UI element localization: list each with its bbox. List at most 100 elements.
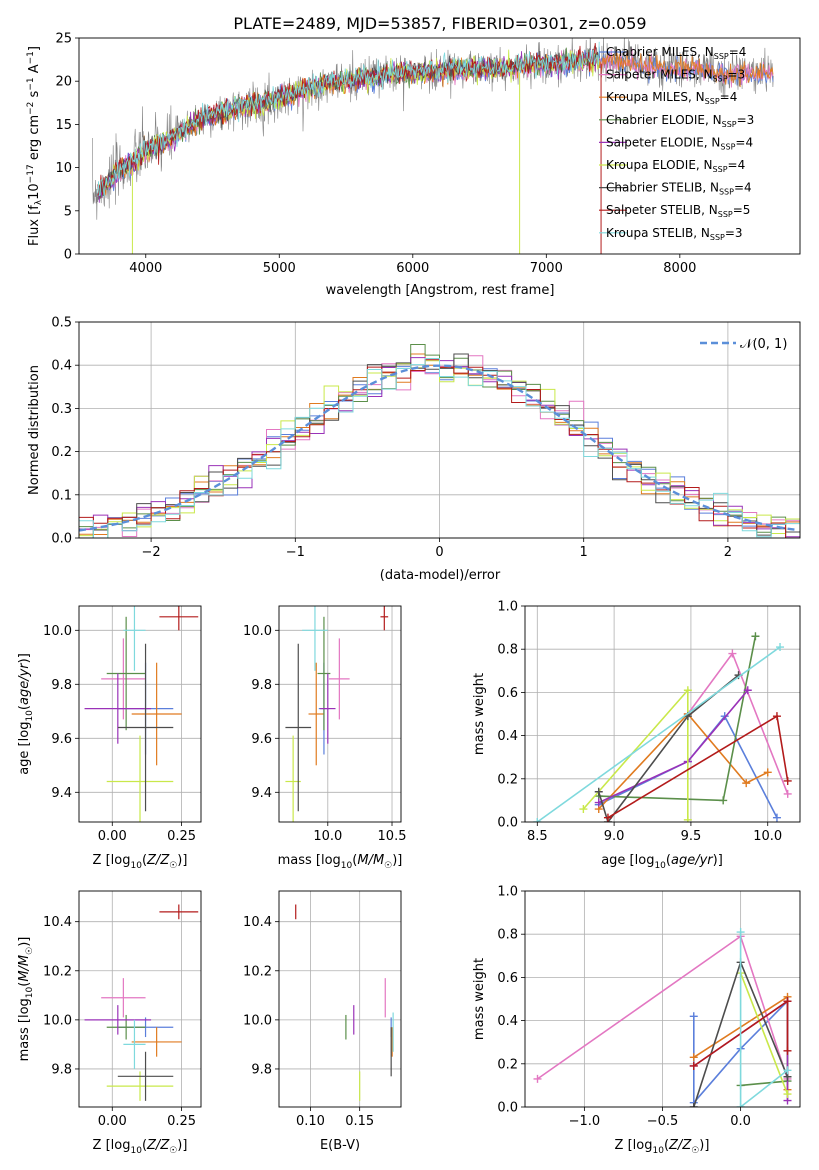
model-spectrum-kroupa_elodie [97, 49, 600, 195]
y-axis-label-part: A [27, 64, 42, 77]
y-tick-label: 0.8 [497, 643, 518, 658]
y-axis-label-part: −2 [26, 102, 36, 115]
y-axis-label-part: age [17, 681, 32, 705]
weight-marker-kroupa_miles [742, 779, 751, 788]
y-axis-label-part: / [17, 675, 32, 682]
axes-frame [78, 605, 202, 823]
legend-count: =5 [733, 203, 751, 217]
x-axis-label: Z [log10(Z/Z☉)] [615, 1138, 710, 1156]
plot-area-z-mass [84, 904, 199, 1101]
x-axis-label: Z [log10(Z/Z☉)] [93, 1138, 188, 1156]
x-axis-label-part: Z [log [93, 853, 131, 868]
weight-marker-kroupa_elodie [579, 805, 588, 814]
y-tick-label: 9.6 [51, 732, 72, 747]
y-tick-label: 1.0 [497, 600, 518, 615]
x-axis-label-part: Z [681, 1138, 692, 1153]
y-axis-label-part: −1 [26, 51, 36, 64]
legend-model-name: Salpeter ELODIE, N [606, 135, 720, 149]
x-axis-label-part: M [373, 853, 384, 868]
legend-count: =4 [729, 45, 747, 59]
y-tick-label: 0.0 [497, 816, 518, 831]
legend-count: =3 [737, 113, 755, 127]
y-axis-label-part: M [17, 955, 32, 966]
x-tick-label: 1 [580, 545, 588, 560]
x-axis-label-part: )] [177, 1138, 187, 1153]
legend-label-salpeter_elodie: Salpeter ELODIE, NSSP=4 [606, 135, 753, 151]
y-axis-label-part: )] [17, 653, 32, 663]
x-axis-label-part: Z [146, 1138, 157, 1153]
x-axis-label-part: 10 [130, 861, 142, 871]
weight-line-kroupa_miles [598, 712, 769, 810]
x-axis-label-part: ( [142, 853, 147, 868]
x-axis-label-part: / [694, 853, 701, 868]
y-axis-label-part: M [17, 970, 32, 981]
weight-line-kroupa_stelib [536, 646, 781, 822]
weight-line-salpeter_stelib [607, 714, 789, 819]
y-axis-label-part: −17 [26, 164, 36, 183]
legend-count: =4 [728, 158, 746, 172]
x-axis-label-part: M [357, 853, 368, 868]
y-tick-label: 0.2 [51, 445, 72, 460]
y-tick-label: 9.8 [51, 678, 72, 693]
x-tick-label: −2 [142, 545, 161, 560]
weight-marker-chabrier_elodie [751, 632, 760, 641]
x-axis-label-part: / [155, 1138, 162, 1153]
panel-z-age: 0.00 0.259.49.69.810.0Z [log10(Z/Z☉)]age … [17, 605, 202, 871]
y-axis-label: Flux [fλ10−17 erg cm−2 s−1 A−1] [26, 46, 44, 246]
y-axis-label-part: 10 [25, 710, 35, 722]
x-axis-label-part: ( [352, 853, 357, 868]
y-axis-label: mass weight [472, 958, 487, 1040]
y-tick-label: 15 [55, 118, 72, 133]
legend-model-name: Kroupa STELIB, N [606, 226, 710, 240]
x-tick-label: −1 [286, 545, 305, 560]
weight-marker-salpeter_stelib [783, 776, 792, 785]
x-axis-label-part: ( [666, 853, 671, 868]
weight-marker-kroupa_elodie [683, 686, 692, 695]
legend-subscript: SSP [705, 97, 720, 106]
x-tick-label: 9.0 [604, 829, 625, 844]
weight-marker-chabrier_stelib [594, 787, 603, 796]
legend-subscript: SSP [720, 142, 735, 151]
y-tick-label: 0.3 [51, 402, 72, 417]
histogram-kroupa_stelib [79, 358, 800, 538]
legend-model-name: Chabrier ELODIE, N [606, 113, 722, 127]
weight-marker-salpeter_stelib [603, 813, 612, 822]
x-tick-label: 10.0 [753, 829, 782, 844]
x-tick-label: 0.25 [167, 1114, 196, 1129]
legend-model-name: Salpeter STELIB, N [606, 203, 718, 217]
y-axis-label-part: erg cm [27, 115, 42, 164]
y-axis-label-part: 10 [25, 986, 35, 998]
panel-ebv-mass: 0.10 0.15 9.8 10.0 10.2 10.4 E(B-V) [243, 890, 402, 1153]
weight-marker-salpeter_stelib [689, 1061, 698, 1070]
x-axis-label-part: )] [713, 853, 723, 868]
weight-marker-kroupa_stelib [736, 928, 745, 937]
y-axis-label-part: s [27, 90, 42, 101]
y-tick-label: 1.0 [497, 885, 518, 900]
x-axis-label-part: )] [392, 853, 402, 868]
y-axis-label-part: 10 [27, 183, 42, 200]
x-axis-label-part: Z [668, 1138, 679, 1153]
y-tick-label: 20 [55, 75, 72, 90]
x-tick-label: 0.00 [98, 1114, 127, 1129]
y-axis-label-part: age [log [17, 722, 32, 775]
weight-marker-kroupa_miles [689, 1053, 698, 1062]
weight-marker-salpeter_stelib [772, 712, 781, 721]
x-axis-label-part: 10 [130, 1146, 142, 1156]
x-axis-label-part: 10 [341, 861, 353, 871]
y-tick-label: 0.1 [51, 488, 72, 503]
legend-subscript: SSP [713, 75, 728, 84]
y-tick-label: 10.2 [43, 964, 72, 979]
panel-age-weight: 8.5 9.0 9.5 10.0 0.0 0.2 0.4 0.6 0.8 1.0 age [log1… [472, 600, 801, 871]
weight-marker-salpeter_stelib [783, 997, 792, 1006]
x-tick-label: −0.5 [647, 1114, 679, 1129]
legend-label-salpeter_miles: Salpeter MILES, NSSP=3 [606, 68, 745, 84]
axes-frame [524, 890, 801, 1108]
legend-subscript: SSP [710, 233, 725, 242]
y-tick-label: 10.0 [43, 1013, 72, 1028]
y-tick-label: 0.4 [497, 1014, 518, 1029]
legend-model-name: Salpeter MILES, N [606, 68, 713, 82]
y-tick-label: 0.8 [497, 928, 518, 943]
x-tick-label: −1.0 [569, 1114, 601, 1129]
